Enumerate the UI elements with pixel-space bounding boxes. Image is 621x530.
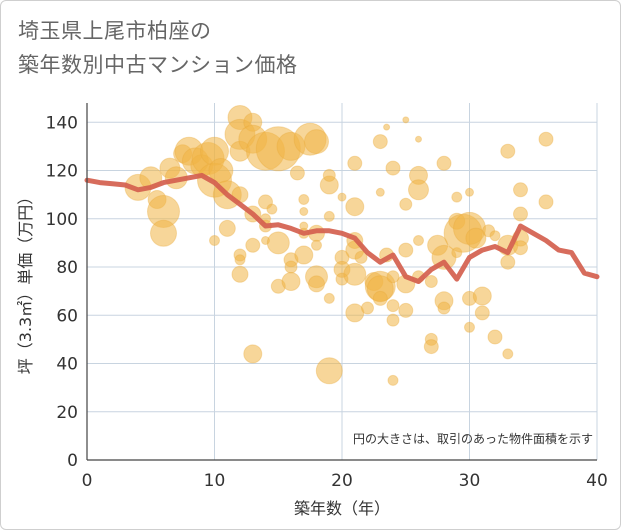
y-tick-label: 100	[46, 210, 78, 230]
bubble-point	[451, 191, 463, 203]
bubble-series	[124, 105, 554, 386]
x-axis-label: 築年数（年）	[294, 499, 390, 518]
y-tick-label: 80	[56, 258, 78, 278]
x-tick-label: 0	[82, 471, 93, 491]
bubble-point	[465, 227, 487, 249]
bubble-point	[375, 187, 385, 197]
bubble-point	[415, 135, 422, 143]
bubble-point	[386, 270, 400, 284]
bubble-point	[474, 305, 490, 321]
x-tick-label: 30	[459, 471, 481, 491]
x-tick-label: 20	[331, 471, 353, 491]
bubble-point	[500, 254, 516, 270]
bubble-point	[347, 155, 363, 171]
y-axis-label: 坪（3.3㎡）単価（万円）	[16, 189, 35, 374]
chart-title: 埼玉県上尾市柏座の 築年数別中古マンション価格	[18, 14, 298, 82]
bubble-point	[413, 235, 424, 246]
bubble-point	[323, 292, 335, 304]
bubble-point	[322, 168, 336, 182]
bubble-point	[487, 329, 503, 345]
bubble-point	[398, 302, 414, 318]
bubble-point	[513, 240, 528, 256]
axes: 0 20 40 60 80 100 120 140 0 10 20 30 40	[46, 103, 608, 491]
bubble-point	[399, 197, 413, 211]
bubble-point	[294, 245, 314, 265]
bubble-point	[513, 182, 528, 198]
bubble-point	[245, 237, 261, 253]
bubble-point	[465, 187, 474, 197]
bubble-point	[408, 179, 429, 201]
bubble-point	[266, 231, 290, 255]
bubble-point	[354, 250, 368, 264]
y-tick-label: 40	[56, 355, 78, 375]
bubble-point	[308, 275, 325, 293]
bubble-point	[472, 286, 492, 306]
bubble-point	[281, 272, 301, 291]
trend-line	[84, 172, 600, 284]
bubble-point	[423, 339, 439, 355]
trend-series	[84, 172, 600, 284]
x-tick-label: 40	[586, 471, 608, 491]
bubble-point	[372, 134, 388, 150]
bubble-point	[345, 197, 365, 217]
bubble-point	[387, 374, 399, 386]
y-tick-label: 140	[46, 113, 78, 133]
bubble-point	[383, 123, 391, 131]
bubble-point	[234, 254, 246, 266]
bubble-point	[323, 210, 335, 222]
bubble-point	[513, 206, 528, 222]
bubble-point	[372, 290, 388, 306]
bubble-point	[337, 192, 347, 202]
bubble-size-note: 円の大きさは、取引のあった物件面積を示す	[353, 431, 593, 446]
bubble-point	[361, 301, 374, 315]
bubble-point	[538, 131, 554, 147]
x-tick-label: 10	[204, 471, 226, 491]
bubble-point	[502, 348, 514, 360]
bubble-point	[500, 143, 516, 159]
bubble-point	[386, 313, 400, 327]
bubble-point	[299, 207, 309, 216]
bubble-point	[315, 357, 343, 385]
chart-title-line1: 埼玉県上尾市柏座の	[18, 19, 212, 43]
bubble-point	[402, 116, 410, 124]
bubble-point	[424, 275, 438, 288]
bubble-point	[289, 165, 305, 181]
bubble-point	[218, 219, 236, 237]
bubble-point	[464, 321, 475, 333]
bubble-point	[311, 239, 322, 251]
bubble-point	[538, 194, 554, 210]
bubble-point	[385, 160, 401, 176]
bubble-point	[437, 301, 451, 315]
bubble-point	[489, 230, 501, 242]
bubble-point	[266, 203, 278, 215]
bubble-point	[150, 219, 177, 247]
chart-title-line2: 築年数別中古マンション価格	[18, 53, 298, 77]
bubble-point	[284, 260, 298, 274]
y-tick-label: 0	[67, 451, 78, 471]
bubble-point	[304, 129, 329, 155]
y-tick-label: 20	[56, 403, 78, 423]
y-tick-label: 60	[56, 306, 78, 326]
bubble-point	[231, 265, 249, 283]
y-tick-label: 120	[46, 162, 78, 182]
bubble-point	[386, 299, 400, 313]
bubble-point	[343, 262, 367, 286]
bubble-point	[345, 303, 365, 323]
bubble-point	[436, 155, 452, 171]
bubble-point	[209, 235, 220, 246]
axis-labels: 築年数（年） 坪（3.3㎡）単価（万円） 円の大きさは、取引のあった物件面積を示す	[16, 189, 593, 518]
bubble-point	[243, 344, 263, 364]
bubble-point	[298, 194, 310, 205]
bubble-point	[398, 242, 414, 258]
